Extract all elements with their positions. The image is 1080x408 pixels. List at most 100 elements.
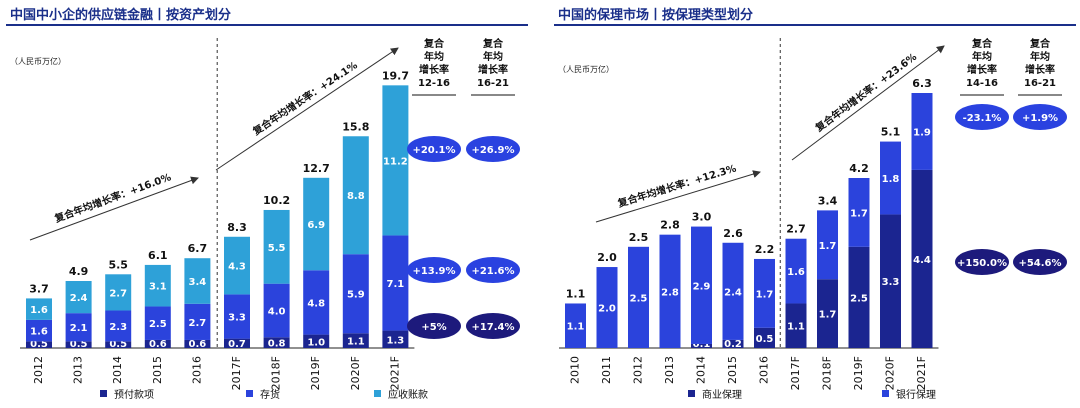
right-segment-label: 0.1 — [693, 339, 711, 350]
left-bar-segment — [184, 303, 211, 340]
left-bar-segment — [224, 294, 250, 339]
right-bar-segment — [880, 214, 901, 348]
left-category-label: 2020F — [349, 356, 362, 390]
right-stacked-bar-chart: 1.1 1.1 2010 2.0 2.0 2011 2.5 2.5 2012 2.8 2.8 2013… — [559, 37, 1067, 401]
right-bar-segment — [754, 258, 775, 328]
left-segment-label: 2.7 — [109, 288, 127, 299]
left-title-rule — [6, 24, 528, 26]
left-cagr-header: 年均 — [424, 50, 444, 63]
right-bar-segment — [817, 210, 838, 280]
right-category-label: 2021F — [915, 356, 928, 390]
left-segment-label: 4.3 — [228, 262, 246, 273]
left-stacked-bar-chart: 0.51.61.63.720120.52.12.44.920130.52.32.… — [20, 37, 520, 401]
right-total-label: 2.7 — [786, 223, 806, 236]
left-bar-segment — [144, 264, 171, 307]
left-segment-label: 0.6 — [189, 339, 207, 350]
left-category-label: 2015 — [151, 356, 164, 384]
left-cagr-pill-value: +26.9% — [471, 145, 514, 156]
right-segment-label: 4.4 — [913, 255, 931, 266]
left-cagr-pill — [407, 136, 461, 162]
left-cagr-header: 复合 — [482, 37, 504, 50]
right-bar-segment — [691, 226, 712, 344]
right-bar-segment — [911, 169, 933, 348]
left-bar-segment — [184, 258, 211, 304]
left-segment-label: 8.8 — [347, 191, 365, 202]
right-cagr-pill — [955, 104, 1009, 130]
right-cagr-pill — [1013, 104, 1067, 130]
right-bar-segment — [785, 238, 807, 304]
right-chart-panel: 中国的保理市场丨按保理类型划分 （人民币万亿） 1.1 1.1 2010 2.0 2.0… — [548, 0, 1080, 408]
left-category-label: 2017F — [230, 356, 243, 390]
left-segment-label: 5.5 — [268, 243, 286, 254]
left-bar-segment — [65, 341, 92, 348]
right-legend-label: 商业保理 — [702, 388, 742, 401]
right-total-label: 2.5 — [629, 231, 649, 244]
left-total-label: 3.7 — [29, 282, 49, 295]
left-cagr-pill-value: +13.9% — [412, 266, 455, 277]
left-segment-label: 1.6 — [30, 305, 48, 316]
left-category-label: 2012 — [32, 356, 45, 384]
right-category-label: 2018F — [821, 356, 834, 390]
left-segment-label: 4.0 — [268, 306, 286, 317]
left-chart-title: 中国中小企的供应链金融丨按资产划分 — [10, 8, 232, 23]
right-cagr-header: 复合 — [971, 37, 993, 50]
left-total-label: 6.1 — [148, 249, 168, 262]
right-cagr-pill-value: -23.1% — [963, 113, 1002, 124]
right-total-label: 3.4 — [818, 194, 838, 207]
left-category-label: 2014 — [111, 356, 124, 384]
right-bar-segment — [628, 246, 649, 348]
right-segment-label: 2.0 — [598, 304, 616, 315]
right-total-label: 4.2 — [849, 162, 869, 175]
left-total-label: 8.3 — [227, 221, 247, 234]
left-cagr-arrow-label: 复合年均增长率：+16.0% — [52, 170, 173, 225]
right-total-label: 2.8 — [660, 219, 680, 232]
left-bar-segment — [224, 338, 250, 348]
left-cagr-pill-value: +21.6% — [471, 266, 514, 277]
left-segment-label: 2.5 — [149, 319, 167, 330]
left-bar-segment — [26, 298, 52, 320]
left-bar-segment — [263, 337, 290, 348]
right-segment-label: 2.8 — [661, 287, 679, 298]
right-bar-segment — [691, 343, 712, 348]
left-cagr-pill — [407, 313, 461, 339]
right-segment-label: 1.1 — [787, 322, 805, 333]
left-bar-segment — [263, 283, 290, 338]
left-cagr-pill-value: +5% — [421, 322, 446, 333]
right-cagr-header: 14-16 — [966, 78, 998, 89]
right-cagr-header: 复合 — [1029, 37, 1051, 50]
right-category-label: 2020F — [884, 356, 897, 390]
left-unit-label: （人民币万亿） — [10, 57, 66, 66]
left-total-label: 4.9 — [69, 265, 89, 278]
left-segment-label: 6.9 — [307, 220, 325, 231]
right-cagr-arrow — [791, 45, 945, 161]
left-segment-label: 0.8 — [268, 339, 286, 350]
right-category-label: 2012 — [632, 356, 645, 384]
left-segment-label: 2.4 — [70, 293, 88, 304]
left-legend-swatch — [100, 390, 107, 397]
right-title-rule — [554, 24, 1076, 26]
right-cagr-arrow — [595, 170, 761, 223]
left-bar-segment — [303, 334, 330, 348]
right-segment-label: 1.7 — [819, 310, 837, 321]
left-segment-label: 5.9 — [347, 290, 365, 301]
left-segment-label: 0.5 — [30, 339, 48, 350]
left-cagr-pill — [466, 257, 520, 283]
left-chart-panel: 中国中小企的供应链金融丨按资产划分 （人民币万亿） 0.5 1.6 1.6 3.7 20… — [6, 8, 528, 401]
right-segment-label: 1.7 — [756, 289, 774, 300]
right-category-label: 2015 — [726, 356, 739, 384]
left-bar-segment — [342, 136, 369, 255]
left-segment-label: 4.8 — [307, 298, 325, 309]
left-segment-label: 0.5 — [109, 339, 127, 350]
right-segment-label: 1.1 — [567, 322, 585, 333]
right-category-label: 2010 — [569, 356, 582, 384]
left-segment-label: 0.6 — [149, 339, 167, 350]
left-legend-label: 预付款项 — [114, 388, 154, 401]
left-cagr-arrow — [215, 47, 399, 171]
left-cagr-header: 增长率 — [478, 63, 508, 76]
right-segment-label: 2.5 — [850, 293, 868, 304]
left-segment-label: 1.0 — [307, 337, 325, 348]
left-segment-label: 2.1 — [70, 323, 88, 334]
right-total-label: 2.6 — [723, 227, 743, 240]
right-legend-swatch — [688, 390, 695, 397]
left-bar-segment — [382, 235, 409, 331]
